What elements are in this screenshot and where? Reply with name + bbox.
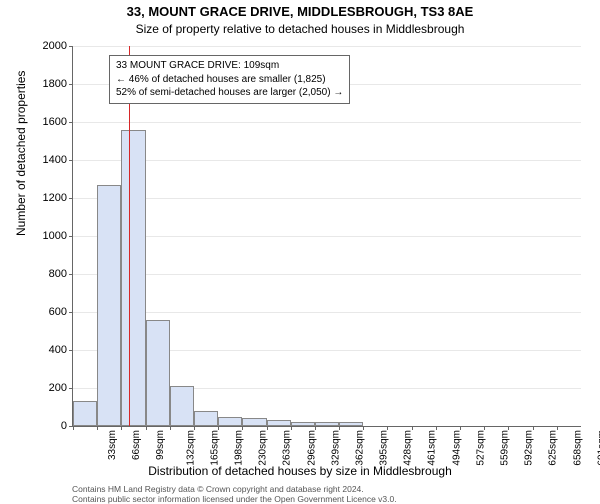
grid-line (73, 312, 581, 313)
ytick-label: 2000 (43, 40, 73, 52)
chart-title-main: 33, MOUNT GRACE DRIVE, MIDDLESBROUGH, TS… (0, 4, 600, 19)
xtick-mark (363, 426, 364, 430)
attribution-text: Contains HM Land Registry data © Crown c… (72, 484, 397, 504)
xtick-mark (242, 426, 243, 430)
plot-area: 020040060080010001200140016001800200033s… (72, 46, 581, 427)
xtick-label: 66sqm (131, 430, 142, 460)
grid-line (73, 122, 581, 123)
annotation-line: 33 MOUNT GRACE DRIVE: 109sqm (116, 59, 343, 73)
histogram-bar (73, 401, 97, 426)
histogram-bar (121, 130, 145, 426)
xtick-label: 428sqm (403, 430, 414, 466)
xtick-label: 263sqm (282, 430, 293, 466)
xtick-mark (484, 426, 485, 430)
ytick-label: 1400 (43, 154, 73, 166)
histogram-bar (218, 417, 242, 427)
attribution-line: Contains public sector information licen… (72, 494, 397, 504)
xtick-label: 658sqm (572, 430, 583, 466)
xtick-mark (557, 426, 558, 430)
xtick-label: 99sqm (155, 430, 166, 460)
xtick-mark (291, 426, 292, 430)
ytick-label: 600 (49, 306, 73, 318)
xtick-label: 527sqm (475, 430, 486, 466)
xtick-mark (533, 426, 534, 430)
attribution-line: Contains HM Land Registry data © Crown c… (72, 484, 397, 494)
histogram-bar (267, 420, 291, 426)
xtick-mark (436, 426, 437, 430)
histogram-bar (97, 185, 121, 426)
xtick-label: 395sqm (379, 430, 390, 466)
grid-line (73, 46, 581, 47)
xtick-label: 132sqm (185, 430, 196, 466)
annotation-line: ← 46% of detached houses are smaller (1,… (116, 73, 343, 87)
xtick-mark (508, 426, 509, 430)
y-axis-label: Number of detached properties (14, 71, 28, 236)
xtick-mark (146, 426, 147, 430)
grid-line (73, 274, 581, 275)
chart-title-sub: Size of property relative to detached ho… (0, 22, 600, 36)
grid-line (73, 160, 581, 161)
xtick-mark (460, 426, 461, 430)
annotation-box: 33 MOUNT GRACE DRIVE: 109sqm← 46% of det… (109, 55, 350, 104)
x-axis-label: Distribution of detached houses by size … (0, 464, 600, 478)
xtick-mark (412, 426, 413, 430)
xtick-mark (267, 426, 268, 430)
xtick-mark (387, 426, 388, 430)
xtick-mark (73, 426, 74, 430)
xtick-label: 296sqm (306, 430, 317, 466)
xtick-label: 230sqm (258, 430, 269, 466)
xtick-label: 461sqm (427, 430, 438, 466)
xtick-label: 559sqm (500, 430, 511, 466)
histogram-bar (291, 422, 315, 426)
histogram-bar (315, 422, 339, 426)
xtick-label: 165sqm (209, 430, 220, 466)
ytick-label: 1800 (43, 78, 73, 90)
ytick-label: 200 (49, 382, 73, 394)
xtick-mark (121, 426, 122, 430)
xtick-mark (315, 426, 316, 430)
grid-line (73, 236, 581, 237)
xtick-label: 691sqm (596, 430, 600, 466)
histogram-bar (339, 422, 363, 426)
xtick-mark (97, 426, 98, 430)
xtick-label: 198sqm (234, 430, 245, 466)
ytick-label: 400 (49, 344, 73, 356)
ytick-label: 1600 (43, 116, 73, 128)
ytick-label: 1200 (43, 192, 73, 204)
annotation-line: 52% of semi-detached houses are larger (… (116, 86, 343, 100)
xtick-label: 625sqm (548, 430, 559, 466)
ytick-label: 1000 (43, 230, 73, 242)
histogram-bar (194, 411, 218, 426)
xtick-mark (339, 426, 340, 430)
xtick-label: 33sqm (107, 430, 118, 460)
grid-line (73, 198, 581, 199)
xtick-mark (170, 426, 171, 430)
xtick-label: 329sqm (330, 430, 341, 466)
histogram-bar (170, 386, 194, 426)
xtick-mark (194, 426, 195, 430)
ytick-label: 800 (49, 268, 73, 280)
histogram-bar (242, 418, 266, 426)
xtick-label: 494sqm (451, 430, 462, 466)
xtick-label: 362sqm (354, 430, 365, 466)
histogram-bar (146, 320, 170, 426)
xtick-label: 592sqm (524, 430, 535, 466)
ytick-label: 0 (61, 420, 73, 432)
xtick-mark (218, 426, 219, 430)
